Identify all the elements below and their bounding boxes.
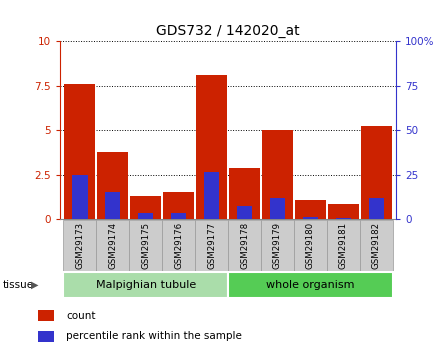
Text: tissue: tissue bbox=[2, 280, 33, 289]
Bar bbox=[336, 218, 351, 219]
Text: GSM29175: GSM29175 bbox=[141, 222, 150, 269]
Bar bbox=[270, 198, 285, 219]
Text: count: count bbox=[66, 310, 96, 321]
FancyBboxPatch shape bbox=[63, 272, 228, 298]
Text: whole organism: whole organism bbox=[266, 280, 355, 290]
Text: GSM29181: GSM29181 bbox=[339, 222, 348, 269]
Text: GSM29174: GSM29174 bbox=[108, 222, 117, 269]
Text: percentile rank within the sample: percentile rank within the sample bbox=[66, 331, 242, 341]
Text: ▶: ▶ bbox=[31, 280, 39, 289]
Bar bbox=[204, 172, 219, 219]
FancyBboxPatch shape bbox=[360, 220, 393, 271]
Text: GSM29176: GSM29176 bbox=[174, 222, 183, 269]
Bar bbox=[105, 191, 121, 219]
Bar bbox=[303, 217, 318, 219]
Bar bbox=[130, 196, 161, 219]
Bar bbox=[138, 213, 154, 219]
Text: GSM29177: GSM29177 bbox=[207, 222, 216, 269]
Bar bbox=[97, 151, 128, 219]
Bar bbox=[38, 331, 54, 342]
FancyBboxPatch shape bbox=[294, 220, 327, 271]
FancyBboxPatch shape bbox=[261, 220, 294, 271]
Text: GSM29182: GSM29182 bbox=[372, 222, 381, 269]
FancyBboxPatch shape bbox=[96, 220, 129, 271]
FancyBboxPatch shape bbox=[63, 220, 96, 271]
FancyBboxPatch shape bbox=[162, 220, 195, 271]
FancyBboxPatch shape bbox=[327, 220, 360, 271]
Bar bbox=[262, 130, 293, 219]
Text: Malpighian tubule: Malpighian tubule bbox=[96, 280, 196, 290]
Text: GSM29178: GSM29178 bbox=[240, 222, 249, 269]
Text: GSM29173: GSM29173 bbox=[75, 222, 85, 269]
Bar bbox=[237, 206, 252, 219]
Bar bbox=[295, 199, 326, 219]
Bar bbox=[163, 191, 194, 219]
Bar bbox=[368, 198, 384, 219]
Bar bbox=[328, 204, 359, 219]
Text: GSM29180: GSM29180 bbox=[306, 222, 315, 269]
Bar bbox=[72, 175, 88, 219]
FancyBboxPatch shape bbox=[228, 220, 261, 271]
FancyBboxPatch shape bbox=[195, 220, 228, 271]
Bar bbox=[196, 75, 227, 219]
FancyBboxPatch shape bbox=[129, 220, 162, 271]
Bar bbox=[65, 84, 95, 219]
Bar bbox=[171, 213, 186, 219]
Bar bbox=[361, 126, 392, 219]
FancyBboxPatch shape bbox=[228, 272, 393, 298]
Bar bbox=[38, 310, 54, 321]
Bar bbox=[229, 168, 260, 219]
Text: GSM29179: GSM29179 bbox=[273, 222, 282, 269]
Title: GDS732 / 142020_at: GDS732 / 142020_at bbox=[156, 23, 300, 38]
